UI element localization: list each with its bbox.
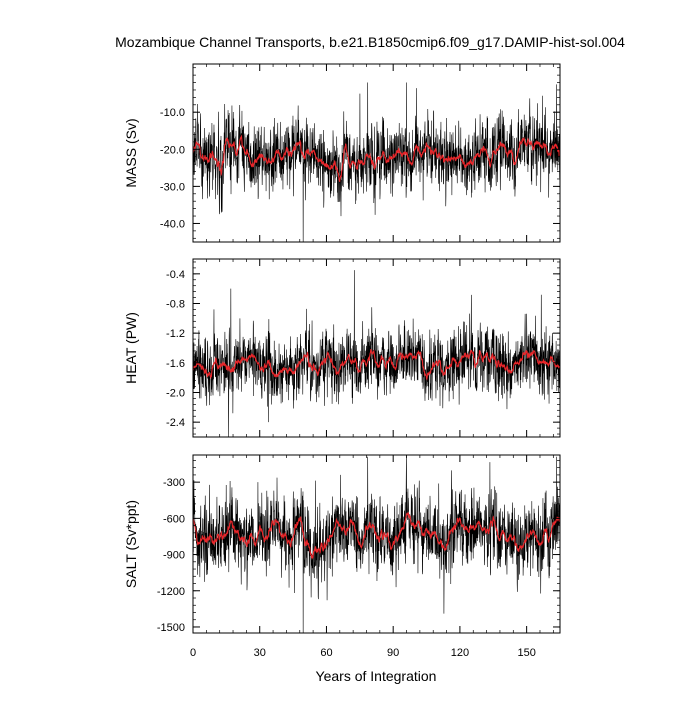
mass-raw-series-line <box>193 82 560 242</box>
y-tick-label: -1500 <box>157 622 185 634</box>
salt-raw-series-line <box>193 455 560 633</box>
heat-raw-series-line <box>193 270 560 437</box>
mass-smoothed-series-line <box>193 134 560 183</box>
y-tick-label: -900 <box>163 550 185 562</box>
plot-frame <box>192 258 561 438</box>
x-tick-label: 30 <box>254 647 266 659</box>
y-tick-label: -30.0 <box>160 181 185 193</box>
plot-frame <box>192 63 561 243</box>
y-axis-label: SALT (Sv*ppt) <box>123 500 139 588</box>
y-tick-label: -1.6 <box>166 358 185 370</box>
y-tick-label: -40.0 <box>160 218 185 230</box>
figure-title: Mozambique Channel Transports, b.e21.B18… <box>115 34 625 50</box>
x-tick-label: 150 <box>517 647 535 659</box>
x-tick-label: 0 <box>190 647 196 659</box>
panel-heat: -0.4 -0.8 -1.2 -1.6 -2.0 -2.4 HEAT (PW) <box>123 258 561 438</box>
y-tick-label: -1.2 <box>166 328 185 340</box>
salt-smoothed-series-line <box>193 512 560 560</box>
y-axis-label: MASS (Sv) <box>123 118 139 187</box>
panel-salt: -300 -600 -900 -1200 -1500 SALT (Sv*ppt) 0 30 60… <box>123 454 561 659</box>
plot-frame <box>192 454 561 634</box>
y-tick-label: -300 <box>163 477 185 489</box>
y-tick-label: -2.0 <box>166 388 185 400</box>
y-tick-label: -0.4 <box>166 269 185 281</box>
y-tick-label: -2.4 <box>166 417 185 429</box>
x-tick-label: 60 <box>320 647 332 659</box>
y-axis-label: HEAT (PW) <box>123 312 139 384</box>
y-tick-label: -600 <box>163 513 185 525</box>
panel-mass: -10.0 -20.0 -30.0 -40.0 MASS (Sv) <box>123 63 561 243</box>
x-tick-label: 120 <box>451 647 469 659</box>
y-tick-label: -1200 <box>157 586 185 598</box>
x-tick-label: 90 <box>387 647 399 659</box>
heat-smoothed-series-line <box>193 348 560 381</box>
x-axis-label: Years of Integration <box>316 668 437 684</box>
y-tick-label: -0.8 <box>166 299 185 311</box>
y-tick-label: -10.0 <box>160 107 185 119</box>
y-tick-label: -20.0 <box>160 144 185 156</box>
